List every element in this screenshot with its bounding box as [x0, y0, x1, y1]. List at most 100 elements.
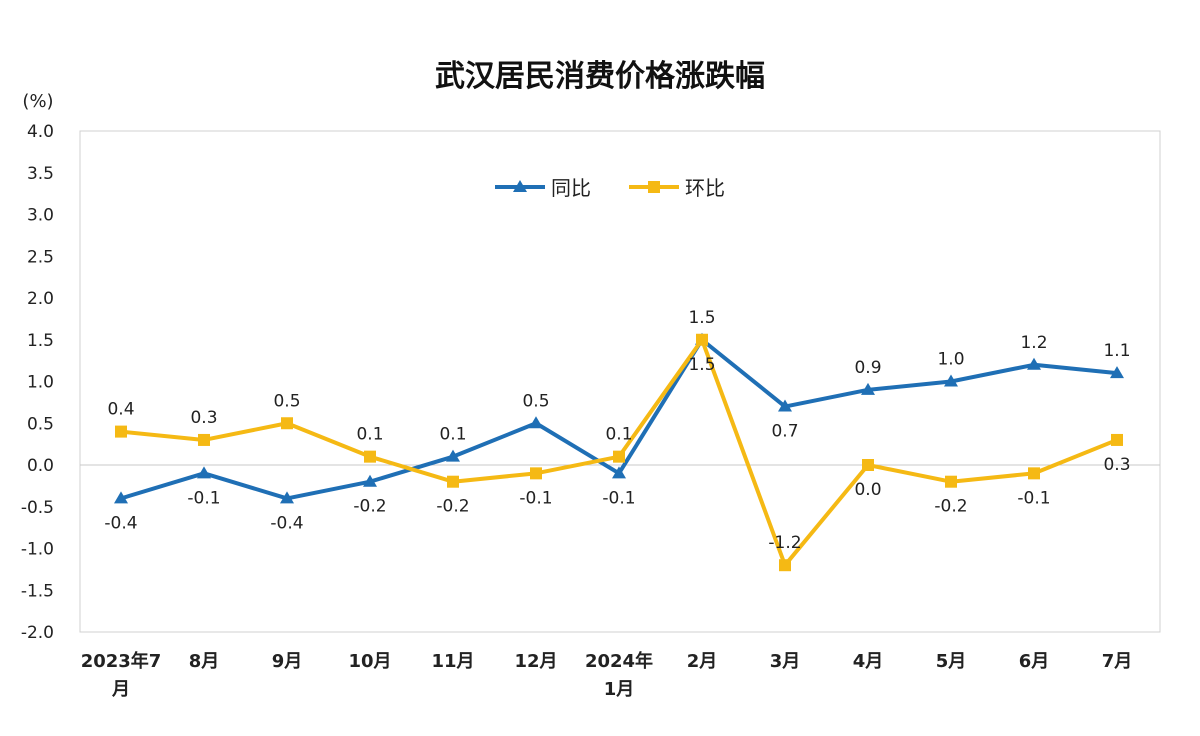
data-label: -0.2: [934, 497, 967, 517]
y-tick-label: -2.0: [21, 623, 54, 643]
x-tick-label: 12月: [514, 651, 557, 672]
y-tick-label: 4.0: [27, 122, 54, 142]
data-label: -0.4: [104, 513, 137, 533]
plot-frame: [79, 130, 1161, 633]
data-label: 0.7: [771, 422, 798, 442]
chart-title: 武汉居民消费价格涨跌幅: [435, 59, 765, 94]
x-tick-label-line: 6月: [1019, 651, 1050, 672]
series-point-square: [281, 417, 293, 430]
series-point-square: [613, 450, 625, 463]
data-label: -0.4: [270, 513, 303, 533]
series-point-square: [447, 475, 459, 488]
data-label: -0.1: [519, 488, 552, 508]
y-axis-unit: (%): [22, 91, 53, 112]
data-label: 1.0: [937, 350, 964, 370]
data-label: -0.1: [602, 488, 635, 508]
series-point-square: [779, 559, 791, 572]
x-tick-label: 2024年 1月: [585, 650, 653, 700]
x-tick-label-line: 10月: [348, 651, 391, 672]
series-point-triangle: [197, 466, 211, 479]
x-tick-label-line: 7月: [1102, 651, 1133, 672]
x-tick-label-line: 8月: [189, 651, 220, 672]
x-tick-label-line: 12月: [514, 651, 557, 672]
x-tick-label: 2023年7 月: [81, 650, 162, 700]
data-label: 0.1: [605, 425, 632, 445]
x-tick-label: 10月: [348, 651, 391, 672]
data-label: 0.3: [190, 408, 217, 428]
series-point-triangle: [1027, 357, 1041, 370]
data-label: -0.2: [353, 497, 386, 517]
data-label: 0.5: [273, 391, 300, 411]
data-label: -1.2: [768, 533, 801, 553]
y-tick-label: 3.5: [27, 164, 54, 184]
data-label: 0.3: [1103, 455, 1130, 475]
series-point-triangle: [529, 416, 543, 429]
x-tick-label: 11月: [431, 651, 474, 672]
data-label: 1.5: [688, 308, 715, 328]
y-tick-label: 0.0: [27, 456, 54, 476]
series-point-square: [1111, 433, 1123, 446]
x-tick-label-line: 3月: [770, 651, 801, 672]
y-tick-label: 1.0: [27, 373, 54, 393]
data-label: 0.4: [107, 400, 134, 420]
data-label: -0.2: [436, 497, 469, 517]
x-tick-label-line: 月: [111, 679, 130, 700]
y-tick-label: -0.5: [21, 498, 54, 518]
series-point-square: [530, 467, 542, 480]
series-point-square: [364, 450, 376, 463]
legend-label: 同比: [551, 176, 591, 200]
series-point-square: [862, 459, 874, 471]
x-tick-label-line: 11月: [431, 651, 474, 672]
y-axis: -2.0 -1.5 -1.0 -0.5 0.0 0.5 1.0 1.5 2.0 2.5 3.0 3.5…: [21, 122, 54, 643]
x-tick-label: 4月: [853, 651, 884, 672]
x-tick-label: 8月: [189, 651, 220, 672]
data-label: 1.2: [1020, 333, 1047, 353]
x-tick-label: 9月: [272, 651, 303, 672]
series-point-square: [1028, 467, 1040, 480]
y-tick-label: -1.0: [21, 540, 54, 560]
x-tick-label-line: 2月: [687, 651, 718, 672]
legend-marker-triangle: [513, 180, 527, 192]
x-tick-label-line: 9月: [272, 651, 303, 672]
data-label: 0.0: [854, 480, 881, 500]
data-label: 0.1: [439, 425, 466, 445]
series-point-triangle: [778, 399, 792, 412]
x-tick-label: 5月: [936, 651, 967, 672]
data-label: -0.1: [1017, 488, 1050, 508]
y-tick-label: 2.0: [27, 289, 54, 309]
data-label: -0.1: [187, 488, 220, 508]
legend-marker-square: [648, 181, 660, 193]
series-point-square: [696, 333, 708, 346]
y-tick-label: 0.5: [27, 414, 54, 434]
x-tick-label: 2月: [687, 651, 718, 672]
series-point-triangle: [446, 449, 460, 462]
data-label: 0.5: [522, 391, 549, 411]
series-point-triangle: [363, 474, 377, 487]
legend: 同比 环比: [495, 176, 725, 200]
y-tick-label: 2.5: [27, 247, 54, 267]
x-tick-label-line: 5月: [936, 651, 967, 672]
x-tick-label-line: 1月: [604, 679, 635, 700]
x-tick-label-line: 2024年: [585, 650, 653, 672]
y-tick-label: -1.5: [21, 581, 54, 601]
data-labels: -0.4 -0.1 -0.4 -0.2 0.1 0.5 -0.1 1.5 0.7 0.9 1.0 1.…: [104, 308, 1130, 553]
series-point-triangle: [280, 491, 294, 504]
x-tick-label-line: 4月: [853, 651, 884, 672]
series-point-triangle: [114, 491, 128, 504]
series-point-triangle: [944, 374, 958, 387]
x-tick-label: 3月: [770, 651, 801, 672]
data-label: 1.1: [1103, 341, 1130, 361]
series-layer: [114, 332, 1124, 572]
series-point-triangle: [612, 466, 626, 479]
x-axis: 2023年7 月 8月 9月 10月 11月 12月 2024年 1月 2月 3月 4月 5月 6月 7月: [81, 650, 1133, 700]
series-point-square: [198, 433, 210, 446]
data-label: 0.9: [854, 358, 881, 378]
x-tick-label: 7月: [1102, 651, 1133, 672]
data-label: 0.1: [356, 425, 383, 445]
series-point-triangle: [1110, 366, 1124, 379]
series-point-triangle: [861, 382, 875, 395]
y-tick-label: 1.5: [27, 331, 54, 351]
y-tick-label: 3.0: [27, 206, 54, 226]
legend-label: 环比: [685, 176, 725, 200]
